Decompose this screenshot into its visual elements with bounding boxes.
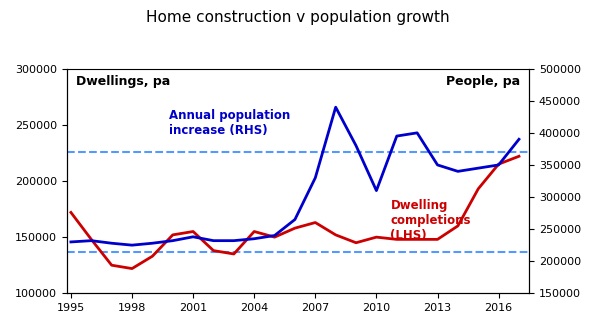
- Text: Home construction v population growth: Home construction v population growth: [146, 10, 450, 25]
- Text: People, pa: People, pa: [446, 75, 520, 89]
- Text: Dwellings, pa: Dwellings, pa: [76, 75, 170, 89]
- Text: Dwelling
completions
(LHS): Dwelling completions (LHS): [390, 199, 471, 242]
- Text: Annual population
increase (RHS): Annual population increase (RHS): [169, 109, 290, 137]
